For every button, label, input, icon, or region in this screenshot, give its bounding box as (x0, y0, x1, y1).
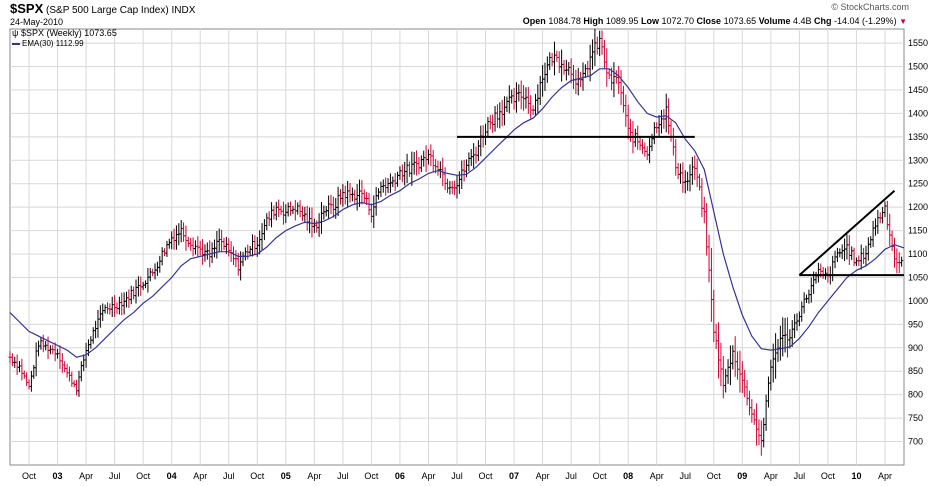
chg-label: Chg (814, 16, 832, 26)
x-tick-label: Jul (337, 471, 349, 481)
high-value: 1089.95 (605, 16, 639, 26)
y-tick-label: 1500 (908, 62, 928, 72)
y-tick-label: 950 (908, 319, 923, 329)
legend-ema: EMA(30) 1112.99 (12, 39, 84, 48)
x-tick-label: Apr (307, 471, 321, 481)
x-tick-label: Apr (193, 471, 207, 481)
x-tick-label: Apr (421, 471, 435, 481)
x-tick-label: Apr (79, 471, 93, 481)
x-tick-label: Apr (650, 471, 664, 481)
y-tick-label: 700 (908, 437, 923, 447)
y-tick-label: 1000 (908, 296, 928, 306)
ema-line (9, 68, 905, 358)
legend-price-label: $SPX (Weekly) 1073.65 (20, 28, 117, 38)
y-tick-label: 1350 (908, 132, 928, 142)
down-arrow-icon: ▼ (899, 17, 907, 26)
x-tick-label: Apr (878, 471, 892, 481)
x-tick-label: Apr (536, 471, 550, 481)
y-tick-label: 1400 (908, 108, 928, 118)
close-label: Close (696, 16, 722, 26)
chart-title: $SPX (S&P 500 Large Cap Index) INDX (10, 1, 195, 16)
x-tick-label: Jul (109, 471, 121, 481)
open-value: 1084.78 (548, 16, 581, 26)
volume-label: Volume (758, 16, 791, 26)
open-label: Open (522, 16, 546, 26)
y-tick-label: 750 (908, 413, 923, 423)
x-axis: Oct 03 Apr Jul Oct 04 Apr Jul Oct 05 Apr Jul Oct 06 Ap… (22, 471, 892, 481)
x-tick-label: Oct (479, 471, 494, 481)
x-tick-label: 07 (509, 471, 519, 481)
ema-30-line (9, 68, 905, 358)
x-tick-label: Jul (565, 471, 577, 481)
x-tick-label: Oct (22, 471, 37, 481)
exchange: INDX (171, 5, 196, 16)
x-tick-label: 05 (281, 471, 291, 481)
x-tick-label: Oct (821, 471, 836, 481)
x-tick-label: Jul (223, 471, 235, 481)
low-value: 1072.70 (661, 16, 695, 26)
x-tick-label: Jul (451, 471, 463, 481)
bar-chart-icon: ψ (12, 28, 19, 38)
x-tick-label: Oct (707, 471, 722, 481)
legend-ema-label: EMA(30) 1112.99 (22, 39, 84, 48)
y-tick-label: 1300 (908, 155, 928, 165)
x-tick-label: 06 (395, 471, 405, 481)
y-tick-label: 1050 (908, 272, 928, 282)
chart-date: 24-May-2010 (10, 17, 64, 27)
y-tick-label: 1450 (908, 85, 928, 95)
y-tick-label: 1150 (908, 226, 927, 236)
x-tick-label: Oct (364, 471, 379, 481)
y-tick-label: 1250 (908, 179, 928, 189)
x-tick-label: 10 (851, 471, 861, 481)
ema-swatch-icon (12, 42, 20, 45)
x-tick-label: Oct (136, 471, 151, 481)
x-tick-label: 09 (737, 471, 747, 481)
x-tick-label: Oct (250, 471, 265, 481)
ohlc-summary: Open 1084.78 High 1089.95 Low 1072.70 Cl… (523, 16, 907, 26)
close-value: 1073.65 (723, 16, 757, 26)
x-tick-label: Jul (794, 471, 806, 481)
x-tick-label: Jul (679, 471, 691, 481)
x-tick-label: 03 (53, 471, 63, 481)
y-axis: 700 750 800 850 900 950 1000 1050 1100 1150 1200 12… (908, 38, 928, 446)
trendline-wedge-upper (798, 189, 896, 276)
trendlines (457, 135, 904, 277)
legend-price: ψ $SPX (Weekly) 1073.65 (12, 28, 117, 38)
volume-value: 4.4B (792, 16, 812, 26)
low-label: Low (640, 16, 659, 26)
high-label: High (583, 16, 604, 26)
price-bars (8, 28, 904, 456)
chg-value: -14.04 (-1.29%) (834, 16, 897, 26)
x-tick-label: Apr (764, 471, 778, 481)
y-tick-label: 850 (908, 366, 923, 376)
index-name: (S&P 500 Large Cap Index) (46, 5, 169, 16)
brand-watermark: © StockCharts.com (831, 2, 909, 12)
y-tick-label: 800 (908, 390, 923, 400)
y-tick-label: 1200 (908, 202, 928, 212)
x-tick-label: Oct (593, 471, 608, 481)
y-tick-label: 900 (908, 343, 923, 353)
symbol: $SPX (10, 1, 44, 16)
y-tick-label: 1550 (908, 38, 928, 48)
grid-lines (10, 29, 904, 465)
x-tick-label: 04 (167, 471, 177, 481)
x-tick-label: 08 (623, 471, 633, 481)
y-tick-label: 1100 (908, 249, 927, 259)
